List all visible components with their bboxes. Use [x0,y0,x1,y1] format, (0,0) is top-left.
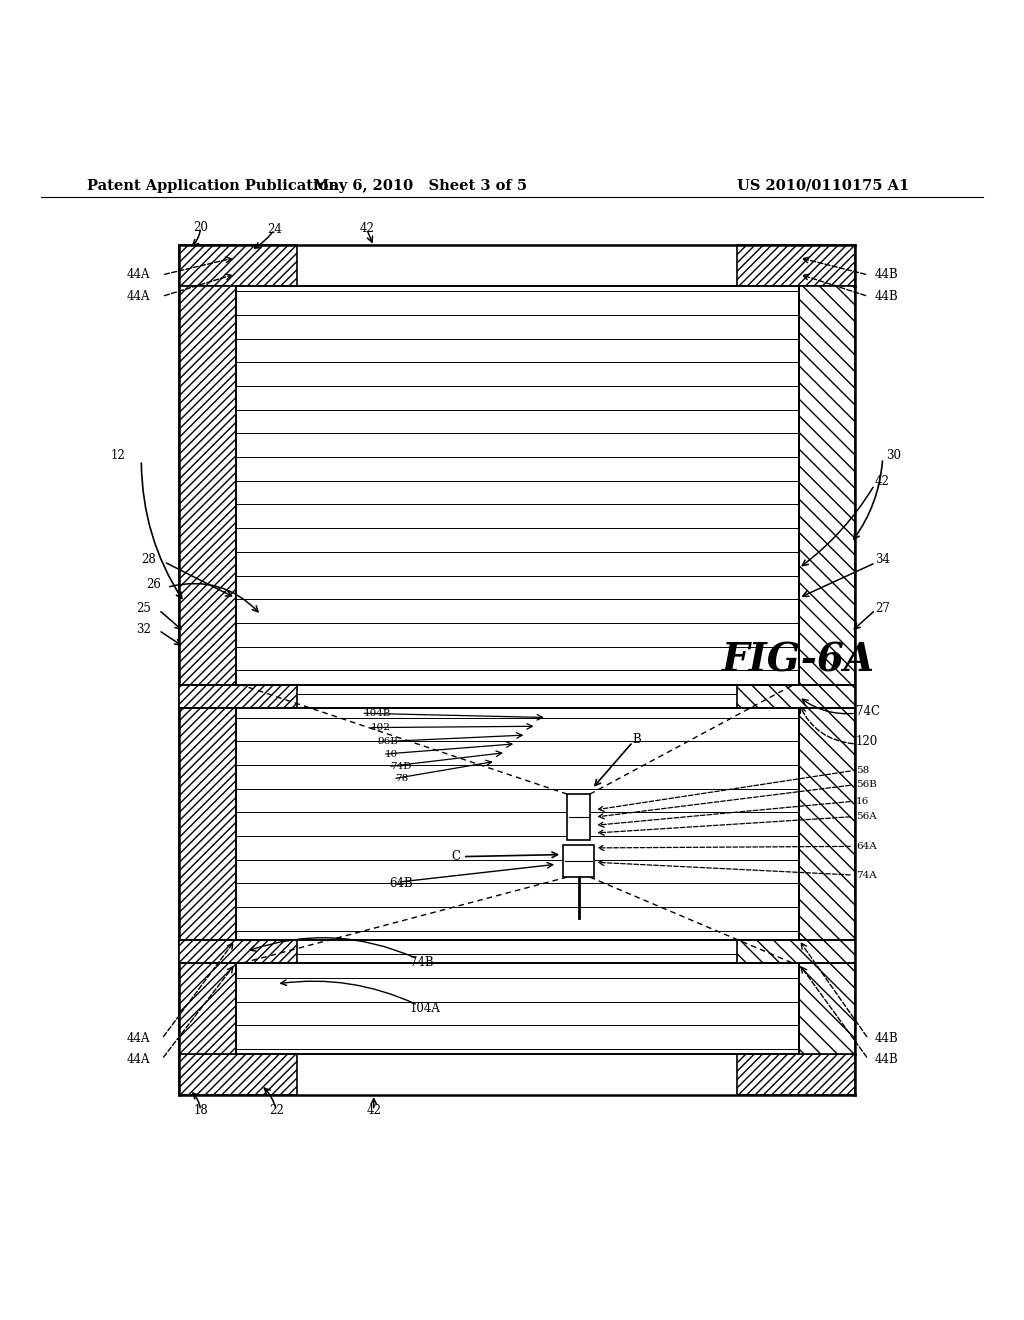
Bar [179,1055,297,1096]
Text: 44A: 44A [127,1053,150,1065]
Text: 16: 16 [856,797,869,805]
Text: 104B: 104B [364,709,391,718]
Bar [737,940,855,964]
Text: 44A: 44A [127,268,150,281]
Bar [737,685,855,709]
Text: 102: 102 [371,723,390,733]
Bar [567,795,590,841]
Text: 56A: 56A [856,812,877,821]
Text: 42: 42 [359,222,374,235]
Text: 32: 32 [136,623,151,636]
Text: 74A: 74A [856,871,877,879]
Text: 64B: 64B [389,876,413,890]
Text: 74C: 74C [856,705,880,718]
Bar [563,845,594,876]
Bar [799,286,855,1055]
Text: 120: 120 [856,735,879,748]
Text: 18: 18 [194,1104,208,1117]
Text: 96B: 96B [378,738,398,746]
Text: 64A: 64A [856,842,877,851]
Text: 44B: 44B [874,268,899,281]
Text: 56B: 56B [856,780,877,789]
Text: 44A: 44A [127,290,150,304]
Text: 78: 78 [395,775,409,783]
Bar [179,246,297,286]
Text: 42: 42 [874,475,890,488]
Text: 42: 42 [367,1104,381,1117]
Text: 12: 12 [111,449,125,462]
Text: 24: 24 [267,223,282,236]
Text: US 2010/0110175 A1: US 2010/0110175 A1 [737,180,909,193]
Bar [737,246,855,286]
Text: May 6, 2010   Sheet 3 of 5: May 6, 2010 Sheet 3 of 5 [312,180,527,193]
Text: Patent Application Publication: Patent Application Publication [87,180,339,193]
Text: 22: 22 [269,1104,284,1117]
Text: B: B [633,734,642,746]
Text: 58: 58 [856,766,869,775]
Text: 28: 28 [141,553,156,566]
Text: FIG-6A: FIG-6A [722,642,876,678]
Text: 30: 30 [886,449,901,462]
Text: 10: 10 [385,750,398,759]
Text: 74B: 74B [410,956,433,969]
Text: 20: 20 [194,222,208,235]
Text: 26: 26 [146,578,161,591]
Text: 74D: 74D [390,762,412,771]
Text: 44A: 44A [127,1032,150,1045]
Text: 44B: 44B [874,1032,899,1045]
Bar [737,1055,855,1096]
Text: 44B: 44B [874,1053,899,1065]
Bar [179,940,297,964]
Bar [179,685,297,709]
Text: 27: 27 [876,602,891,615]
Text: 104A: 104A [410,1002,440,1015]
Text: 34: 34 [876,553,891,566]
Text: 44B: 44B [874,290,899,304]
Text: 25: 25 [136,602,151,615]
Bar [179,286,236,1055]
Text: C: C [452,850,461,863]
